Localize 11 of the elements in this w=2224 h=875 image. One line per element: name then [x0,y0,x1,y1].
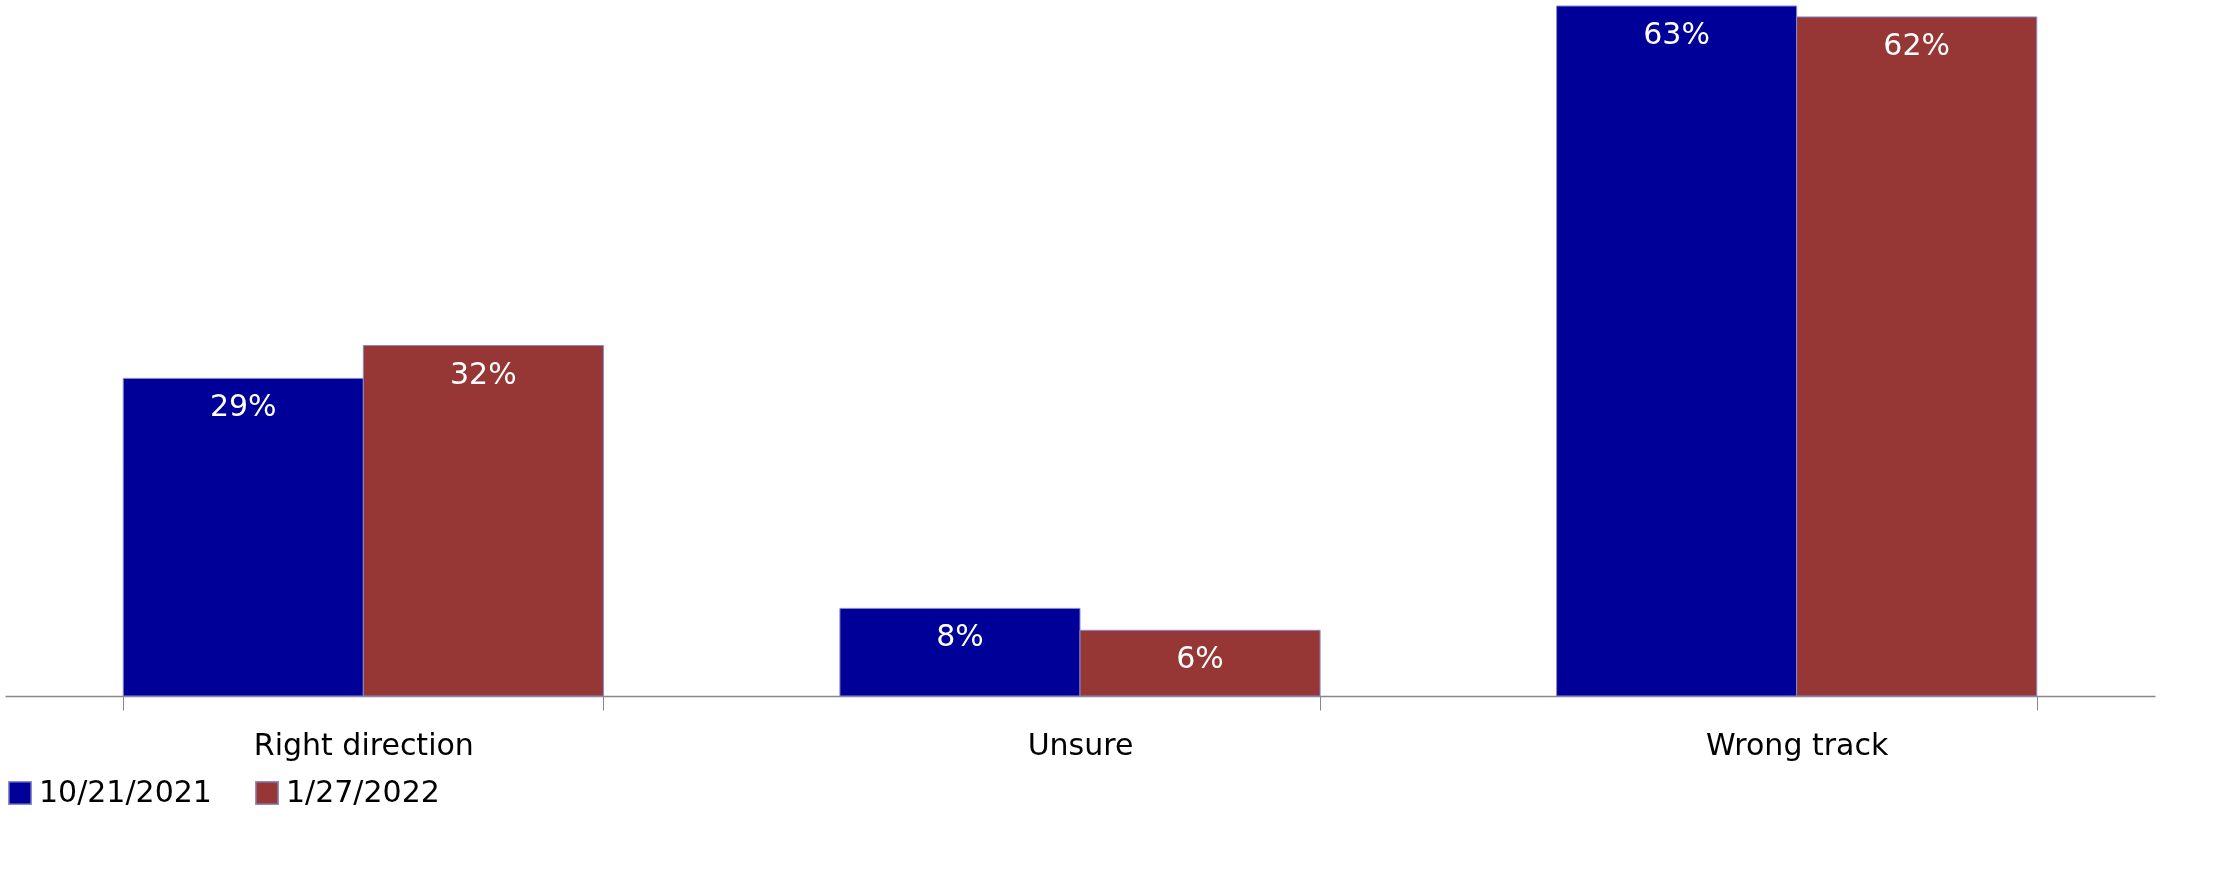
data-label: 62% [1883,26,1951,62]
legend-label: 1/27/2022 [286,774,440,809]
data-label: 32% [450,355,517,391]
x-tick-label: Wrong track [1706,726,1889,762]
data-label: 29% [209,388,277,424]
x-tick-label: Right direction [253,726,474,762]
data-label: 63% [1643,16,1710,51]
data-label: 8% [936,618,984,654]
legend-label: 10/21/2021 [39,774,212,809]
data-label: 6% [1176,640,1224,676]
x-tick-label: Unsure [1027,726,1134,762]
